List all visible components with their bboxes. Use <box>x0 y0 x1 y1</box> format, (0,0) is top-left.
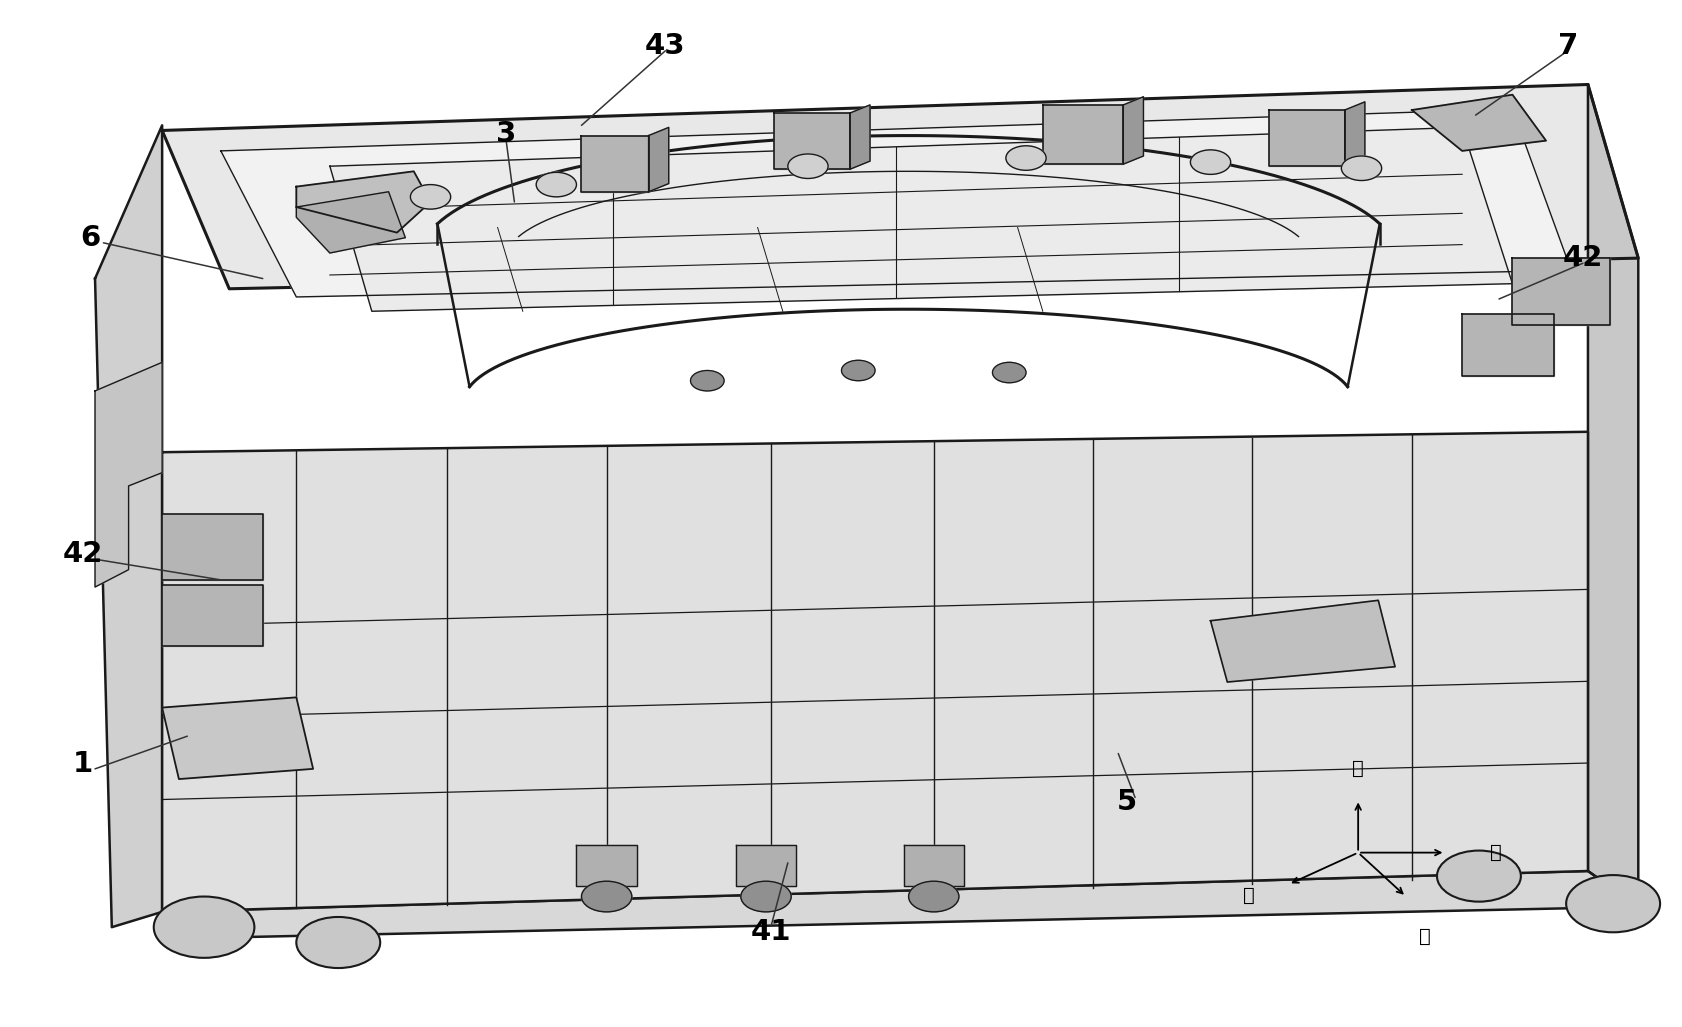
Polygon shape <box>903 845 964 886</box>
Polygon shape <box>161 871 1637 938</box>
Polygon shape <box>161 84 1637 289</box>
Polygon shape <box>1268 110 1344 166</box>
Polygon shape <box>648 127 668 192</box>
Circle shape <box>1436 850 1521 902</box>
Polygon shape <box>577 845 636 886</box>
Text: 41: 41 <box>750 918 791 946</box>
Polygon shape <box>1209 601 1394 682</box>
Polygon shape <box>296 172 431 232</box>
Text: 7: 7 <box>1558 32 1578 60</box>
Polygon shape <box>582 136 648 192</box>
Circle shape <box>1341 156 1381 181</box>
Circle shape <box>690 371 723 391</box>
Polygon shape <box>1512 258 1608 325</box>
Circle shape <box>1189 150 1230 175</box>
Polygon shape <box>1588 84 1637 907</box>
Circle shape <box>841 360 875 381</box>
Polygon shape <box>161 697 313 779</box>
Polygon shape <box>735 845 796 886</box>
Polygon shape <box>94 125 161 927</box>
Text: 前: 前 <box>1351 759 1362 778</box>
Polygon shape <box>296 192 405 253</box>
Text: 3: 3 <box>496 119 516 148</box>
Polygon shape <box>1462 314 1554 376</box>
Circle shape <box>582 881 631 912</box>
Circle shape <box>908 881 959 912</box>
Text: 1: 1 <box>72 750 94 777</box>
Circle shape <box>740 881 791 912</box>
Text: 42: 42 <box>1563 244 1603 272</box>
Text: 左: 左 <box>1243 886 1255 905</box>
Text: 6: 6 <box>79 224 99 252</box>
Circle shape <box>410 185 451 210</box>
Circle shape <box>1006 146 1046 170</box>
Polygon shape <box>161 431 1588 912</box>
Text: 后: 后 <box>1418 927 1430 946</box>
Polygon shape <box>330 127 1512 311</box>
Polygon shape <box>1122 97 1142 164</box>
Text: 42: 42 <box>62 540 103 568</box>
Polygon shape <box>1344 102 1364 166</box>
Polygon shape <box>1043 105 1122 164</box>
Text: 5: 5 <box>1115 788 1135 815</box>
Circle shape <box>537 173 577 197</box>
Circle shape <box>1566 875 1658 933</box>
Polygon shape <box>161 585 262 646</box>
Text: 43: 43 <box>644 32 685 60</box>
Circle shape <box>992 363 1026 383</box>
Polygon shape <box>220 109 1571 297</box>
Polygon shape <box>849 105 870 169</box>
Polygon shape <box>94 363 161 587</box>
Circle shape <box>153 897 254 958</box>
Polygon shape <box>161 514 262 580</box>
Polygon shape <box>774 113 849 169</box>
Circle shape <box>787 154 828 179</box>
Circle shape <box>296 917 380 968</box>
Polygon shape <box>1411 94 1546 151</box>
Text: 右: 右 <box>1489 843 1500 862</box>
